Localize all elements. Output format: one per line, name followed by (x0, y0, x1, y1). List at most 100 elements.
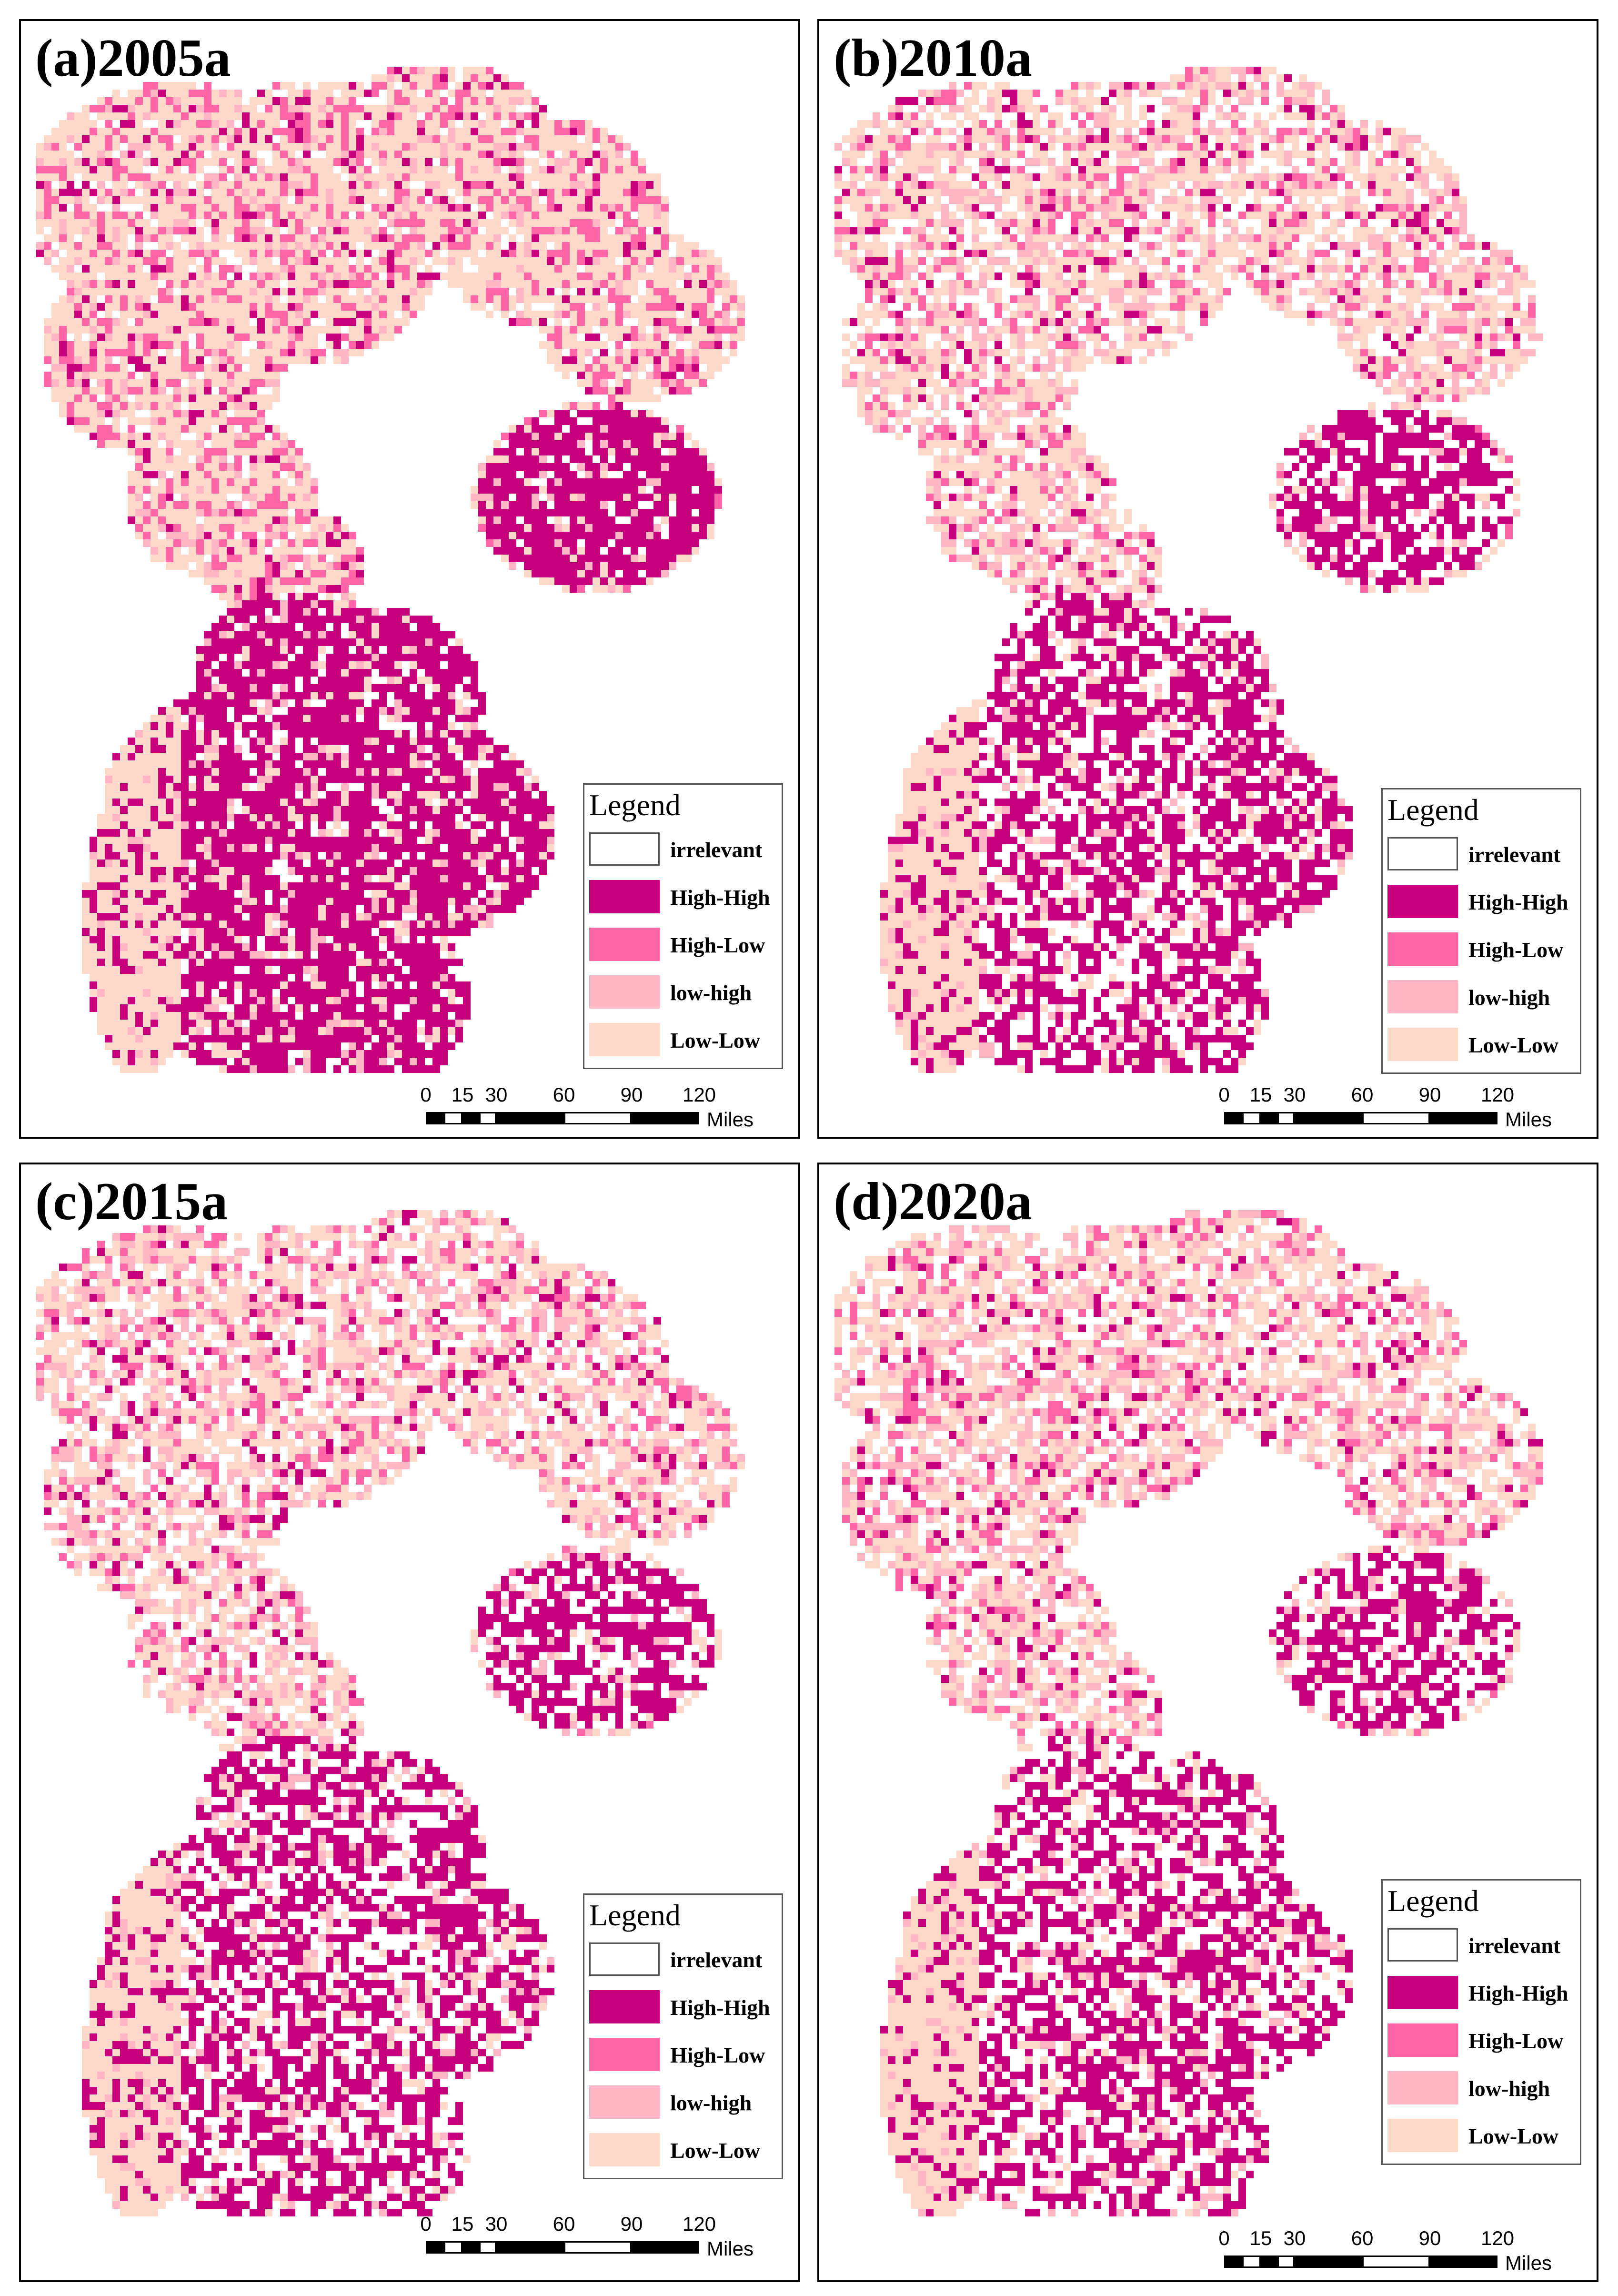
legend-swatch (1387, 932, 1458, 966)
scale-segment (1362, 2256, 1430, 2268)
scale-tick-label: 0 (1218, 2227, 1229, 2250)
legend-item-low-high: low-high (1383, 2071, 1580, 2119)
legend-swatch (1387, 885, 1458, 918)
scale-tick-label: 30 (1284, 1083, 1306, 1106)
scale-tick-label: 120 (1481, 1083, 1514, 1106)
scale-segment (496, 1112, 564, 1124)
scalebar-d: 0 15 30 60 90 120 Miles (1218, 2227, 1567, 2284)
legend-item-low-low: Low-Low (584, 2133, 782, 2181)
scale-tick-label: 120 (683, 2213, 716, 2235)
scale-tick-label: 15 (452, 2213, 474, 2235)
map-panel-d: (d)2020a Legend irrelevant High-High Hig… (817, 1163, 1598, 2282)
scale-segment (462, 2241, 479, 2254)
legend-title: Legend (1387, 792, 1479, 828)
scale-tick-label: 0 (420, 1083, 431, 1106)
legend-d: Legend irrelevant High-High High-Low low… (1381, 1879, 1581, 2165)
scale-segment (462, 1112, 479, 1124)
legend-item-high-low: High-Low (584, 2038, 782, 2085)
scale-segment (426, 1112, 444, 1124)
legend-swatch (589, 1023, 660, 1056)
scale-tick-label: 90 (621, 1083, 643, 1106)
scale-segment (496, 2241, 564, 2254)
legend-title: Legend (1387, 1883, 1479, 1919)
scale-segment (1295, 1112, 1362, 1124)
legend-item-low-high: low-high (1383, 980, 1580, 1028)
scale-segment (479, 1112, 496, 1124)
legend-swatch (589, 975, 660, 1009)
scale-unit-label: Miles (707, 2237, 754, 2260)
legend-item-high-high: High-High (584, 1990, 782, 2038)
scale-segment (632, 2241, 699, 2254)
scale-segment (1362, 1112, 1430, 1124)
scale-tick-label: 90 (1419, 1083, 1441, 1106)
scale-segment (426, 2241, 444, 2254)
legend-swatch (589, 832, 660, 866)
scale-unit-label: Miles (707, 1108, 754, 1131)
legend-swatch (1387, 1028, 1458, 1061)
scale-tick-label: 30 (485, 1083, 508, 1106)
legend-swatch (1387, 1928, 1458, 1962)
legend-title: Legend (589, 788, 681, 823)
map-panel-a: (a)2005a Legend irrelevant High-High Hig… (19, 19, 800, 1139)
legend-item-high-low: High-Low (1383, 932, 1580, 980)
map-a (36, 67, 745, 1073)
scale-unit-label: Miles (1505, 2252, 1552, 2275)
legend-a: Legend irrelevant High-High High-Low low… (583, 783, 783, 1069)
scale-segment (1261, 1112, 1277, 1124)
scale-segment (444, 1112, 462, 1124)
scale-segment (632, 1112, 699, 1124)
legend-swatch (1387, 837, 1458, 870)
scale-tick-label: 60 (1351, 1083, 1374, 1106)
legend-swatch (1387, 980, 1458, 1013)
scale-tick-label: 120 (1481, 2227, 1514, 2250)
scale-tick-label: 30 (485, 2213, 508, 2235)
map-b (834, 67, 1543, 1073)
map-panel-c: (c)2015a Legend irrelevant High-High Hig… (19, 1163, 800, 2282)
legend-item-low-high: low-high (584, 2085, 782, 2133)
panel-title-b: (b)2010a (834, 31, 1032, 85)
scale-segment (1261, 2256, 1277, 2268)
legend-swatch (1387, 2071, 1458, 2104)
legend-item-irrelevant: irrelevant (584, 832, 782, 880)
legend-item-high-high: High-High (1383, 1976, 1580, 2023)
legend-swatch (1387, 2023, 1458, 2057)
legend-item-low-low: Low-Low (1383, 1028, 1580, 1075)
legend-item-high-high: High-High (584, 880, 782, 928)
legend-swatch (589, 2038, 660, 2071)
scale-tick-label: 60 (1351, 2227, 1374, 2250)
scale-unit-label: Miles (1505, 1108, 1552, 1131)
scalebar-c: 0 15 30 60 90 120 Miles (420, 2213, 769, 2270)
legend-item-irrelevant: irrelevant (584, 1942, 782, 1990)
scale-tick-label: 120 (683, 1083, 716, 1106)
legend-swatch (589, 2085, 660, 2119)
legend-swatch (589, 1990, 660, 2023)
scale-segment (1242, 1112, 1261, 1124)
scale-segment (444, 2241, 462, 2254)
scale-tick-label: 60 (553, 1083, 575, 1106)
legend-swatch (589, 928, 660, 961)
scale-tick-label: 90 (1419, 2227, 1441, 2250)
map-panel-b: (b)2010a Legend irrelevant High-High Hig… (817, 19, 1598, 1139)
legend-c: Legend irrelevant High-High High-Low low… (583, 1893, 783, 2179)
legend-item-high-low: High-Low (1383, 2023, 1580, 2071)
scale-tick-label: 60 (553, 2213, 575, 2235)
legend-b: Legend irrelevant High-High High-Low low… (1381, 788, 1581, 1074)
scale-tick-label: 30 (1284, 2227, 1306, 2250)
scale-tick-label: 90 (621, 2213, 643, 2235)
scale-tick-label: 15 (452, 1083, 474, 1106)
legend-item-irrelevant: irrelevant (1383, 837, 1580, 885)
legend-title: Legend (589, 1898, 681, 1933)
scale-tick-label: 0 (1218, 1083, 1229, 1106)
legend-swatch (589, 1942, 660, 1976)
legend-swatch (1387, 1976, 1458, 2009)
scale-segment (1430, 2256, 1497, 2268)
legend-item-low-low: Low-Low (584, 1023, 782, 1071)
scale-segment (1295, 2256, 1362, 2268)
map-d (834, 1210, 1543, 2216)
panel-title-a: (a)2005a (35, 31, 231, 85)
scale-segment (1277, 2256, 1295, 2268)
panel-title-c: (c)2015a (35, 1175, 228, 1228)
legend-item-high-high: High-High (1383, 885, 1580, 932)
legend-swatch (589, 2133, 660, 2166)
panel-title-d: (d)2020a (834, 1175, 1032, 1228)
